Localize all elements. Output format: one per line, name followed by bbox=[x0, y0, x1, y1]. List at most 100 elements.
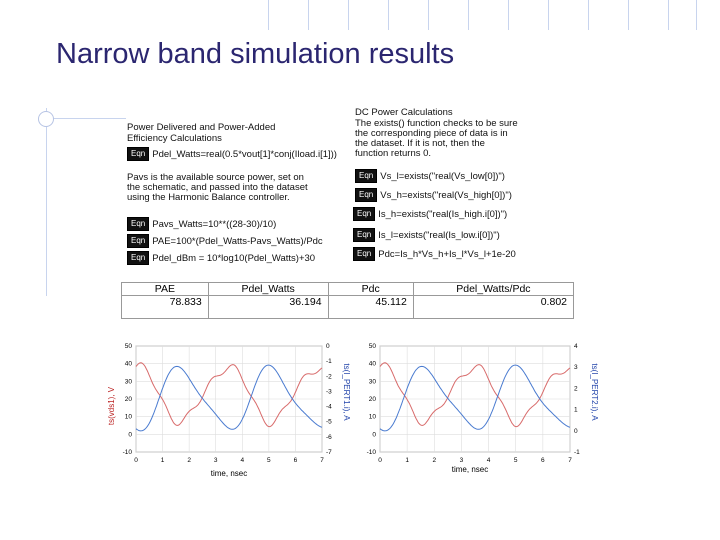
equation-vs-h[interactable]: Eqn Vs_h=exists("real(Vs_high[0])") bbox=[355, 188, 512, 202]
right-note-3: the dataset. If it is not, then the bbox=[355, 138, 485, 149]
y-tick-label: 0 bbox=[372, 431, 376, 438]
right-axis-ticks: 4 3 2 1 0 -1 bbox=[574, 343, 580, 456]
right-note-2: the corresponding piece of data is in bbox=[355, 128, 508, 139]
equation-pdc[interactable]: Eqn Pdc=Is_h*Vs_h+Is_l*Vs_l+1e-20 bbox=[353, 247, 516, 261]
y-tick-label: -10 bbox=[367, 449, 377, 456]
current-trace bbox=[379, 364, 571, 432]
x-tick-label: 7 bbox=[568, 457, 572, 464]
x-tick-label: 6 bbox=[541, 457, 545, 464]
left-note-2: the schematic, and passed into the datas… bbox=[127, 182, 308, 193]
y-tick-label: -10 bbox=[123, 449, 133, 456]
equation-text: Vs_h=exists("real(Vs_high[0])") bbox=[380, 189, 512, 201]
right-axis-ticks: 0 -1 -2 -3 -4 -5 -6 -7 bbox=[326, 343, 332, 456]
right-note-4: function returns 0. bbox=[355, 148, 432, 159]
eqn-tag: Eqn bbox=[353, 207, 376, 221]
equation-text: Vs_l=exists("real(Vs_low[0])") bbox=[380, 170, 505, 182]
equation-text: Is_l=exists("real(Is_low.i[0])") bbox=[378, 229, 500, 241]
right-note-1: The exists() function checks to be sure bbox=[355, 118, 518, 129]
decorative-line bbox=[696, 0, 697, 30]
y-tick-label-right: -3 bbox=[326, 388, 332, 395]
table-cell: 36.194 bbox=[208, 295, 329, 319]
current-trace bbox=[135, 364, 323, 432]
equation-pae[interactable]: Eqn PAE=100*(Pdel_Watts-Pavs_Watts)/Pdc bbox=[127, 234, 323, 248]
x-axis-ticks: 0 1 2 3 4 5 6 7 bbox=[134, 457, 324, 464]
equation-text: Is_h=exists("real(Is_high.i[0])") bbox=[378, 208, 508, 220]
y-tick-label-right: -4 bbox=[326, 404, 332, 411]
y-tick-label: 50 bbox=[369, 343, 377, 350]
x-tick-label: 5 bbox=[267, 457, 271, 464]
equation-text: Pdel_dBm = 10*log10(Pdel_Watts)+30 bbox=[152, 252, 316, 264]
table-cell: 78.833 bbox=[121, 295, 209, 319]
equation-text: Pavs_Watts=10**((28-30)/10) bbox=[152, 218, 277, 230]
x-tick-label: 1 bbox=[161, 457, 165, 464]
x-tick-label: 4 bbox=[487, 457, 491, 464]
left-axis-ticks: 50 40 30 20 10 0 -10 bbox=[367, 343, 377, 456]
left-note-1: Pavs is the available source power, set … bbox=[127, 172, 304, 183]
voltage-trace bbox=[379, 362, 571, 428]
equation-pavs[interactable]: Eqn Pavs_Watts=10**((28-30)/10) bbox=[127, 217, 276, 231]
y-tick-label: 50 bbox=[125, 343, 133, 350]
x-tick-label: 3 bbox=[460, 457, 464, 464]
decorative-line bbox=[46, 118, 126, 119]
plot-grid bbox=[135, 345, 323, 453]
eqn-tag: Eqn bbox=[127, 251, 150, 265]
table-cell: 0.802 bbox=[413, 295, 575, 319]
x-tick-label: 1 bbox=[405, 457, 409, 464]
y-tick-label-right: -7 bbox=[326, 449, 332, 456]
y-tick-label-right: 2 bbox=[574, 385, 578, 392]
left-heading-1: Power Delivered and Power-Added bbox=[127, 122, 276, 133]
y-tick-label-right: -5 bbox=[326, 419, 332, 426]
y-axis-label-right: ts(I_PERT2.i), A bbox=[590, 363, 599, 421]
equation-is-l[interactable]: Eqn Is_l=exists("real(Is_low.i[0])") bbox=[353, 228, 500, 242]
equation-text: PAE=100*(Pdel_Watts-Pavs_Watts)/Pdc bbox=[152, 235, 323, 247]
y-tick-label-right: 0 bbox=[326, 343, 330, 350]
eqn-tag: Eqn bbox=[127, 234, 150, 248]
right-heading: DC Power Calculations bbox=[355, 107, 453, 118]
decorative-line bbox=[46, 108, 47, 296]
y-tick-label: 20 bbox=[125, 396, 133, 403]
left-note-3: using the Harmonic Balance controller. bbox=[127, 192, 290, 203]
decorative-grid bbox=[268, 0, 720, 30]
x-axis-label: time, nsec bbox=[211, 469, 247, 478]
x-tick-label: 2 bbox=[187, 457, 191, 464]
x-tick-label: 7 bbox=[320, 457, 324, 464]
voltage-trace bbox=[135, 362, 323, 428]
table-header-row: PAE Pdel_Watts Pdc Pdel_Watts/Pdc bbox=[121, 282, 575, 296]
y-axis-label-left: ts(vds1), V bbox=[107, 386, 116, 425]
slide-title: Narrow band simulation results bbox=[56, 38, 455, 70]
y-tick-label: 40 bbox=[369, 361, 377, 368]
column-header: PAE bbox=[121, 282, 209, 296]
equation-pdel-dbm[interactable]: Eqn Pdel_dBm = 10*log10(Pdel_Watts)+30 bbox=[127, 251, 315, 265]
decorative-circle bbox=[38, 111, 54, 127]
y-tick-label: 30 bbox=[125, 378, 133, 385]
left-heading-2: Efficiency Calculations bbox=[127, 133, 222, 144]
x-tick-label: 2 bbox=[432, 457, 436, 464]
equation-vs-l[interactable]: Eqn Vs_l=exists("real(Vs_low[0])") bbox=[355, 169, 505, 183]
y-tick-label-right: 3 bbox=[574, 364, 578, 371]
y-tick-label-right: -1 bbox=[574, 449, 580, 456]
x-axis-ticks: 0 1 2 3 4 5 6 7 bbox=[378, 457, 572, 464]
equation-is-h[interactable]: Eqn Is_h=exists("real(Is_high.i[0])") bbox=[353, 207, 507, 221]
y-tick-label-right: -1 bbox=[326, 358, 332, 365]
eqn-tag: Eqn bbox=[353, 247, 376, 261]
column-header: Pdel_Watts bbox=[208, 282, 329, 296]
equation-pdel[interactable]: Eqn Pdel_Watts=real(0.5*vout[1]*conj(Ilo… bbox=[127, 147, 337, 161]
y-tick-label-right: 1 bbox=[574, 407, 578, 414]
eqn-tag: Eqn bbox=[127, 147, 150, 161]
x-tick-label: 4 bbox=[240, 457, 244, 464]
y-tick-label: 20 bbox=[369, 396, 377, 403]
x-tick-label: 5 bbox=[514, 457, 518, 464]
y-tick-label-right: 4 bbox=[574, 343, 578, 350]
equation-text: Pdel_Watts=real(0.5*vout[1]*conj(Iload.i… bbox=[152, 148, 337, 160]
eqn-tag: Eqn bbox=[355, 169, 378, 183]
eqn-tag: Eqn bbox=[127, 217, 150, 231]
results-table: PAE Pdel_Watts Pdc Pdel_Watts/Pdc 78.833… bbox=[121, 282, 575, 319]
x-axis-label: time, nsec bbox=[452, 465, 488, 474]
y-tick-label-right: -2 bbox=[326, 373, 332, 380]
column-header: Pdc bbox=[328, 282, 414, 296]
x-tick-label: 6 bbox=[294, 457, 298, 464]
